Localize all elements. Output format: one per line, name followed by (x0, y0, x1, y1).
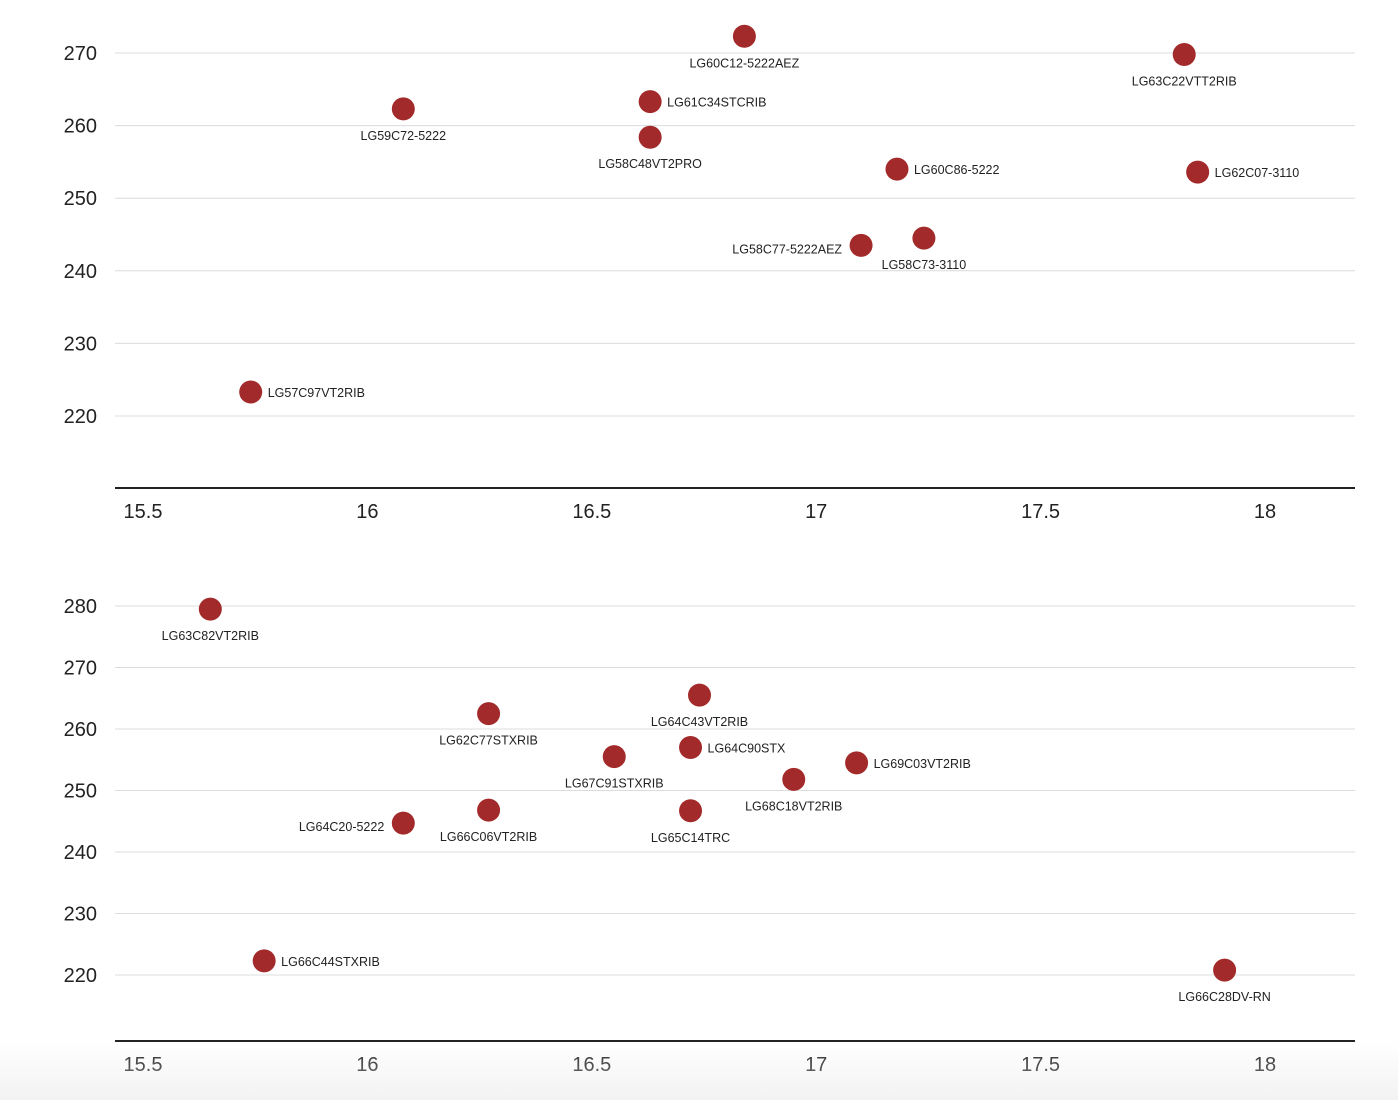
x-tick-label: 17.5 (1021, 501, 1060, 523)
point-label: LG62C77STXRIB (439, 734, 538, 748)
data-point[interactable] (1186, 160, 1210, 184)
x-tick-label: 15.5 (124, 1054, 163, 1076)
data-point[interactable] (912, 226, 936, 250)
scatter-chart-bottom: 220 230 240 250 260 270 280 15.5 16 16.5 17 17.5 18 L… (64, 596, 1355, 1076)
x-tick-label: 18 (1254, 501, 1276, 523)
point-label: LG64C43VT2RIB (651, 715, 748, 729)
x-tick-label: 16 (356, 501, 378, 523)
point-label: LG63C22VTT2RIB (1132, 74, 1237, 88)
x-tick-label: 17 (805, 501, 827, 523)
data-point[interactable] (638, 90, 662, 114)
y-tick-label: 250 (64, 188, 97, 210)
data-point[interactable] (1172, 42, 1196, 66)
y-tick-label: 220 (64, 406, 97, 428)
point-label: LG62C07-3110 (1215, 166, 1300, 180)
point-label: LG64C90STX (708, 741, 786, 755)
point-label: LG69C03VT2RIB (874, 757, 971, 771)
x-tick-label: 18 (1254, 1054, 1276, 1076)
point-label: LG65C14TRC (651, 831, 730, 845)
y-tick-label: 230 (64, 904, 97, 926)
point-label: LG61C34STCRIB (667, 96, 766, 110)
x-tick-label: 16.5 (572, 1054, 611, 1076)
point-label: LG66C06VT2RIB (440, 830, 537, 844)
point-label: LG58C73-3110 (882, 258, 967, 272)
y-tick-label: 240 (64, 261, 97, 283)
scatter-chart-top: 220 230 240 250 260 270 15.5 16 16.5 17 17.5 18 LG60… (64, 24, 1355, 523)
data-point[interactable] (782, 767, 806, 791)
data-point[interactable] (885, 157, 909, 181)
y-tick-label: 260 (64, 116, 97, 138)
data-point[interactable] (688, 683, 712, 707)
x-tick-label: 17 (805, 1054, 827, 1076)
data-point[interactable] (679, 799, 703, 823)
point-label: LG60C12-5222AEZ (689, 56, 799, 70)
point-label: LG66C44STXRIB (281, 955, 380, 969)
data-point[interactable] (638, 125, 662, 149)
x-tick-label: 16.5 (572, 501, 611, 523)
data-point[interactable] (252, 949, 276, 973)
data-point[interactable] (391, 97, 415, 121)
y-tick-label: 250 (64, 781, 97, 803)
x-tick-label: 15.5 (124, 501, 163, 523)
data-point[interactable] (477, 798, 501, 822)
data-point[interactable] (849, 233, 873, 257)
point-label: LG67C91STXRIB (565, 777, 664, 791)
y-tick-label: 270 (64, 43, 97, 65)
data-point[interactable] (602, 745, 626, 769)
x-tick-label: 16 (356, 1054, 378, 1076)
point-label: LG64C20-5222 (299, 820, 385, 834)
y-tick-label: 230 (64, 333, 97, 355)
point-label: LG57C97VT2RIB (268, 386, 365, 400)
point-label: LG58C77-5222AEZ (732, 242, 842, 256)
data-point[interactable] (679, 735, 703, 759)
point-label: LG59C72-5222 (361, 129, 447, 143)
data-point[interactable] (239, 380, 263, 404)
point-label: LG68C18VT2RIB (745, 799, 842, 813)
data-point[interactable] (391, 811, 415, 835)
data-point[interactable] (845, 751, 869, 775)
data-point[interactable] (732, 24, 756, 48)
data-point[interactable] (1213, 958, 1237, 982)
point-label: LG58C48VT2PRO (598, 157, 702, 171)
point-label: LG66C28DV-RN (1178, 990, 1270, 1004)
point-label: LG60C86-5222 (914, 163, 1000, 177)
y-tick-label: 220 (64, 965, 97, 987)
y-tick-label: 270 (64, 658, 97, 680)
x-tick-label: 17.5 (1021, 1054, 1060, 1076)
y-tick-label: 280 (64, 596, 97, 618)
data-point[interactable] (198, 597, 222, 621)
point-label: LG63C82VT2RIB (162, 629, 259, 643)
data-point[interactable] (477, 702, 501, 726)
y-tick-label: 240 (64, 842, 97, 864)
y-tick-label: 260 (64, 719, 97, 741)
